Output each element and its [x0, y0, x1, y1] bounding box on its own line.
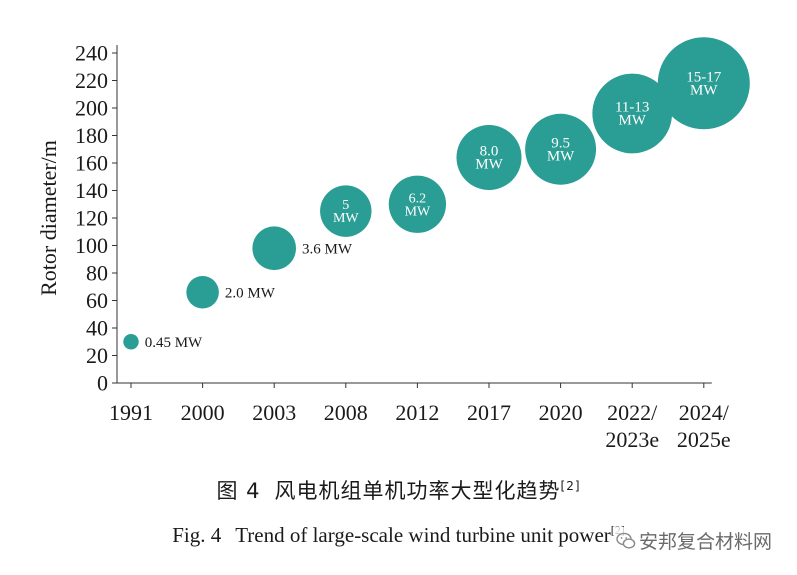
watermark: 安邦复合材料网	[614, 527, 773, 554]
y-tick-label: 40	[86, 316, 108, 341]
x-tick-label: 2003	[252, 400, 296, 425]
x-tick-label: 2017	[467, 400, 511, 425]
data-bubble	[252, 226, 297, 271]
bubble-data-label-line: 5	[342, 198, 349, 213]
x-tick-label-line: 2025e	[677, 427, 731, 452]
bubble-data-label-line: MW	[475, 157, 503, 173]
figure-caption-chinese: 图 4 风电机组单机功率大型化趋势[2]	[0, 475, 797, 505]
y-axis-title: Rotor diameter/m	[36, 140, 61, 296]
x-tick-label-line: 2012	[395, 400, 439, 425]
x-tick-label-line: 2024/	[679, 400, 730, 425]
data-bubble	[388, 175, 447, 233]
x-tick-label-line: 2020	[539, 400, 583, 425]
y-tick-label: 220	[75, 68, 108, 93]
bubble-data-label-line: 9.5	[551, 135, 570, 151]
bubble-data-label-line: MW	[690, 82, 718, 98]
x-tick-label: 2022/2023e	[605, 400, 659, 452]
wechat-icon	[616, 532, 636, 549]
y-tick-label: 0	[97, 371, 108, 396]
x-tick-label: 2000	[181, 400, 225, 425]
data-bubble	[186, 275, 219, 309]
caption-zh-reference: [2]	[560, 479, 581, 493]
x-tick-label-line: 2017	[467, 400, 511, 425]
bubble-data-label: 11-13 MW	[615, 100, 649, 129]
bubble-data-label-line: 8.0	[480, 144, 499, 160]
caption-en-label: Fig. 4	[172, 523, 222, 547]
y-tick-label: 140	[75, 178, 108, 203]
x-tick-label-line: 2000	[181, 400, 225, 425]
figure-caption-english: Fig. 4 Trend of large-scale wind turbine …	[0, 523, 797, 548]
y-tick-label: 100	[75, 233, 108, 258]
x-tick-label-line: 1991	[109, 400, 153, 425]
bubble-data-label-line: MW	[618, 113, 646, 129]
bubble-data-label-line: 11-13	[615, 100, 649, 116]
x-tick-label-line: 2023e	[605, 427, 659, 452]
data-bubble	[123, 334, 139, 350]
bubble-data-label-line: 6.2	[409, 191, 427, 206]
y-tick-label: 60	[86, 288, 108, 313]
x-tick-label-line: 2003	[252, 400, 296, 425]
bubble-data-label-line: MW	[405, 204, 431, 219]
data-bubble	[657, 37, 750, 130]
bubble-data-label: 15-17 MW	[686, 69, 721, 98]
bubble-data-label: 9.5 MW	[547, 135, 575, 164]
watermark-text: 安邦复合材料网	[639, 531, 773, 553]
bubble-data-label-line: 15-17	[686, 69, 721, 85]
y-tick-label: 240	[75, 41, 108, 66]
y-tick-label: 20	[86, 343, 108, 368]
caption-en-text: Trend of large-scale wind turbine unit p…	[235, 523, 611, 547]
bubble-data-label: 0.45 MW	[145, 335, 203, 351]
data-bubble	[320, 185, 372, 237]
bubble-data-label: 5 MW	[333, 198, 359, 226]
bubble-data-label: 6.2 MW	[405, 191, 431, 219]
bubble-data-label: 8.0 MW	[475, 144, 503, 173]
bubble-data-label: 2.0 MW	[225, 285, 276, 301]
data-bubble	[456, 124, 522, 191]
x-tick-label: 2020	[539, 400, 583, 425]
x-tick-label-line: 2022/	[607, 400, 658, 425]
data-bubble	[525, 113, 597, 185]
bubble-data-label: 3.6 MW	[302, 241, 353, 257]
bubble-data-label-line: MW	[333, 211, 359, 226]
y-tick-label: 200	[75, 96, 108, 121]
bubble-data-label-line: MW	[547, 148, 575, 164]
caption-zh-label: 图 4	[216, 479, 261, 503]
x-tick-label: 1991	[109, 400, 153, 425]
y-tick-label: 80	[86, 261, 108, 286]
x-tick-label-line: 2008	[324, 400, 368, 425]
x-tick-label: 2008	[324, 400, 368, 425]
caption-zh-text: 风电机组单机功率大型化趋势	[274, 479, 561, 503]
y-tick-label: 120	[75, 206, 108, 231]
x-tick-label: 2024/2025e	[677, 400, 731, 452]
x-tick-label: 2012	[395, 400, 439, 425]
y-tick-label: 180	[75, 123, 108, 148]
data-bubble	[592, 73, 673, 154]
y-tick-label: 160	[75, 151, 108, 176]
